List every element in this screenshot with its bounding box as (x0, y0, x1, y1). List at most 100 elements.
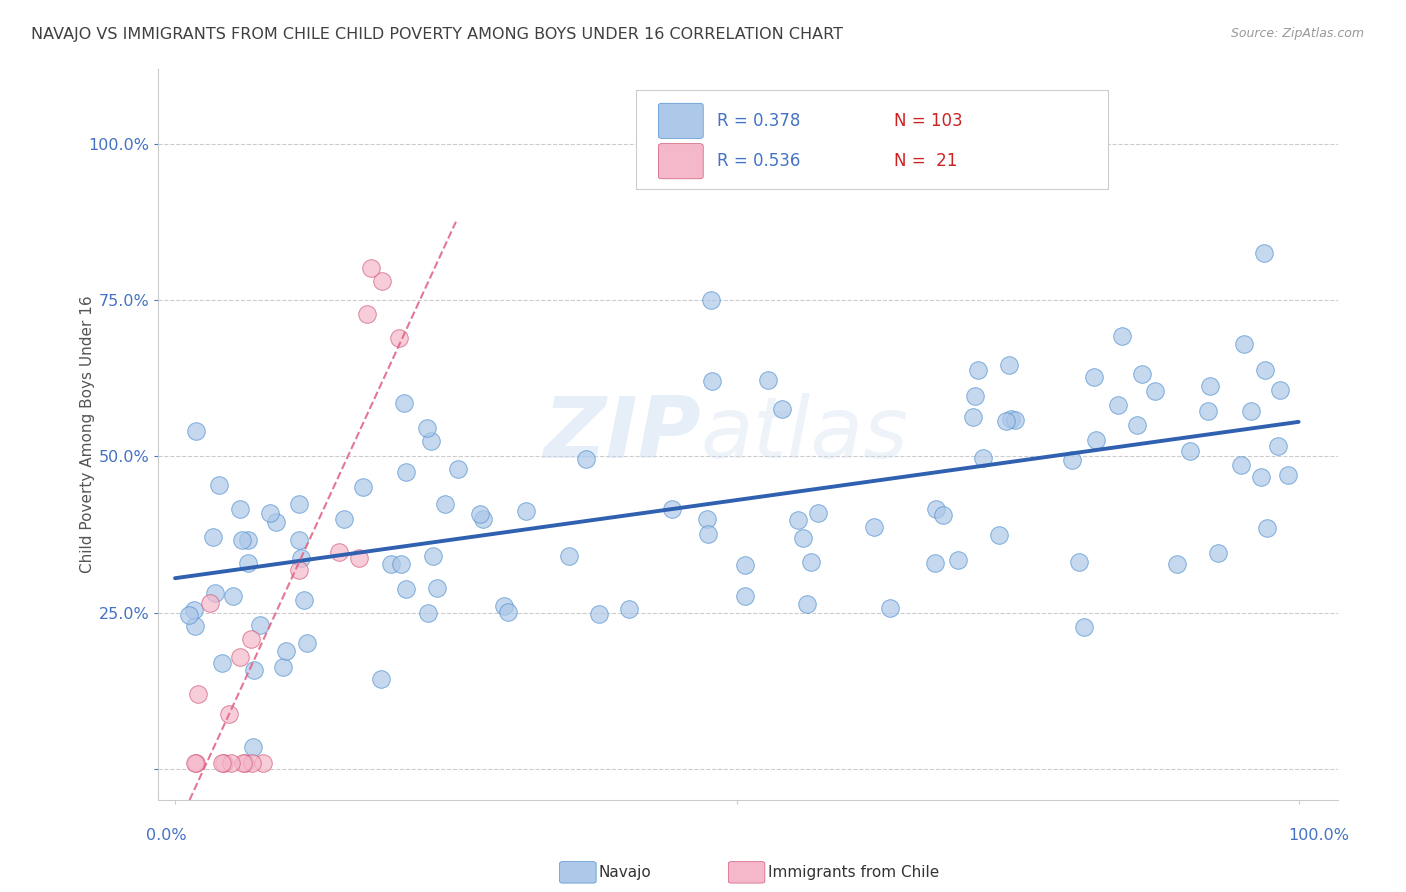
Point (434, 497, 457, 511)
Point (1126, 418, 1149, 433)
Point (1199, 379, 1222, 393)
Point (699, 293, 721, 307)
Point (242, 739, 264, 754)
Point (395, 582, 418, 596)
Point (238, 557, 260, 571)
Point (1085, 433, 1108, 447)
Point (1000, 411, 1022, 425)
Point (498, 605, 520, 619)
Point (264, 515, 287, 529)
Point (274, 644, 297, 658)
Point (186, 756, 208, 770)
Point (233, 756, 256, 770)
Point (1277, 467, 1299, 482)
Point (232, 756, 254, 770)
Point (998, 359, 1021, 373)
Point (422, 549, 444, 563)
Point (389, 558, 412, 572)
Point (356, 307, 378, 321)
Text: Source: ZipAtlas.com: Source: ZipAtlas.com (1230, 27, 1364, 40)
Point (352, 480, 374, 494)
Point (211, 756, 233, 770)
Point (328, 545, 350, 559)
Point (1143, 384, 1166, 399)
Point (1254, 362, 1277, 376)
Text: Child Poverty Among Boys Under 16: Child Poverty Among Boys Under 16 (80, 295, 94, 574)
Point (184, 425, 207, 439)
Point (179, 608, 201, 623)
Point (1197, 404, 1219, 418)
Point (700, 374, 723, 388)
Point (987, 528, 1010, 542)
Point (1004, 412, 1026, 426)
Point (380, 557, 402, 571)
Point (183, 603, 205, 617)
Point (1256, 521, 1278, 535)
Point (249, 617, 271, 632)
Point (236, 533, 259, 547)
Point (1060, 453, 1083, 467)
Point (288, 563, 311, 577)
Point (388, 331, 411, 345)
Point (183, 756, 205, 770)
Point (198, 596, 221, 610)
Point (240, 632, 263, 647)
Point (862, 520, 884, 534)
Point (201, 530, 224, 544)
Point (1267, 439, 1289, 453)
Point (347, 550, 370, 565)
Point (575, 452, 598, 467)
Point (1111, 329, 1133, 343)
FancyBboxPatch shape (658, 144, 703, 178)
Point (946, 553, 969, 567)
Point (447, 462, 470, 476)
Point (787, 513, 810, 527)
Point (1206, 546, 1229, 560)
Point (419, 434, 441, 448)
Point (515, 504, 537, 518)
Text: ZIP: ZIP (543, 392, 700, 475)
Point (800, 555, 823, 569)
Point (792, 531, 814, 545)
Point (1230, 458, 1253, 472)
Point (962, 409, 984, 424)
Point (1253, 246, 1275, 260)
Point (416, 421, 439, 435)
Point (1069, 555, 1091, 569)
Point (1083, 369, 1105, 384)
Point (295, 636, 318, 650)
Point (925, 502, 948, 516)
Point (471, 512, 494, 526)
Point (204, 585, 226, 599)
Point (972, 451, 994, 466)
Point (696, 512, 718, 526)
Point (229, 502, 252, 516)
Point (1107, 398, 1129, 412)
Text: R = 0.378: R = 0.378 (717, 112, 801, 130)
Point (1073, 620, 1095, 634)
Point (1268, 383, 1291, 397)
Point (734, 558, 756, 572)
Point (1130, 368, 1153, 382)
Point (211, 656, 233, 670)
Point (661, 501, 683, 516)
Point (240, 756, 263, 770)
Text: Navajo: Navajo (599, 865, 652, 880)
Point (252, 756, 274, 770)
Point (333, 511, 356, 525)
Point (231, 533, 253, 548)
Point (243, 663, 266, 677)
Point (1250, 470, 1272, 484)
Point (617, 602, 640, 616)
Point (807, 506, 830, 520)
Point (588, 607, 610, 621)
Text: Immigrants from Chile: Immigrants from Chile (768, 865, 939, 880)
Point (394, 396, 416, 410)
Point (468, 507, 491, 521)
Point (214, 756, 236, 770)
Point (796, 597, 818, 611)
Point (371, 274, 394, 288)
Point (931, 508, 953, 523)
Point (287, 533, 309, 548)
Point (963, 389, 986, 403)
